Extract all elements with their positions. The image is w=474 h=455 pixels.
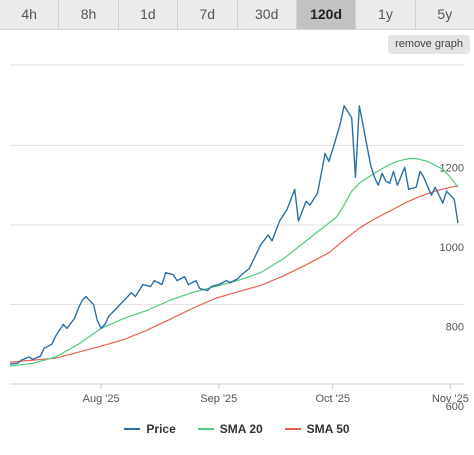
chart-series — [9, 105, 459, 367]
legend-item-sma-20[interactable]: SMA 20 — [197, 420, 263, 438]
legend-item-price[interactable]: Price — [124, 420, 176, 438]
y-tick-label: 1200 — [440, 163, 464, 175]
timeframe-tabs: 4h 8h 1d 7d 30d 120d 1y 5y — [0, 0, 474, 30]
series-line-sma-50 — [9, 185, 459, 363]
tab-8h[interactable]: 8h — [59, 0, 119, 29]
y-tick-label: 800 — [446, 322, 464, 334]
price-chart: 600 800 1000 1200 Aug '25 Sep '25 Oct '25 Nov … — [9, 64, 469, 413]
tab-1y[interactable]: 1y — [356, 0, 416, 29]
tab-30d[interactable]: 30d — [237, 0, 297, 29]
y-tick-label: 600 — [446, 401, 464, 413]
legend-swatch — [197, 428, 214, 430]
tab-1d[interactable]: 1d — [118, 0, 179, 29]
x-tick-label: Sep '25 — [200, 393, 237, 405]
y-tick-label: 1000 — [440, 242, 464, 254]
chart-legend: Price SMA 20 SMA 50 — [0, 420, 474, 438]
series-line-sma-20 — [9, 157, 459, 367]
x-tick-label: Oct '25 — [315, 393, 350, 405]
series-line-price — [9, 105, 459, 365]
tab-5y[interactable]: 5y — [415, 0, 474, 29]
legend-label: SMA 20 — [219, 422, 263, 436]
chart-grid — [10, 64, 464, 385]
tab-4h[interactable]: 4h — [0, 0, 60, 29]
x-axis-ticks: Aug '25 Sep '25 Oct '25 Nov '25 — [83, 384, 469, 405]
x-tick-label: Aug '25 — [83, 393, 120, 405]
legend-label: SMA 50 — [306, 422, 350, 436]
remove-graph-button[interactable]: remove graph — [388, 35, 470, 54]
legend-swatch — [124, 428, 141, 430]
legend-item-sma-50[interactable]: SMA 50 — [284, 420, 350, 438]
tab-120d[interactable]: 120d — [296, 0, 357, 29]
tab-7d[interactable]: 7d — [178, 0, 238, 29]
legend-label: Price — [146, 422, 176, 436]
legend-swatch — [284, 428, 301, 430]
x-tick-label: Nov '25 — [432, 393, 469, 405]
